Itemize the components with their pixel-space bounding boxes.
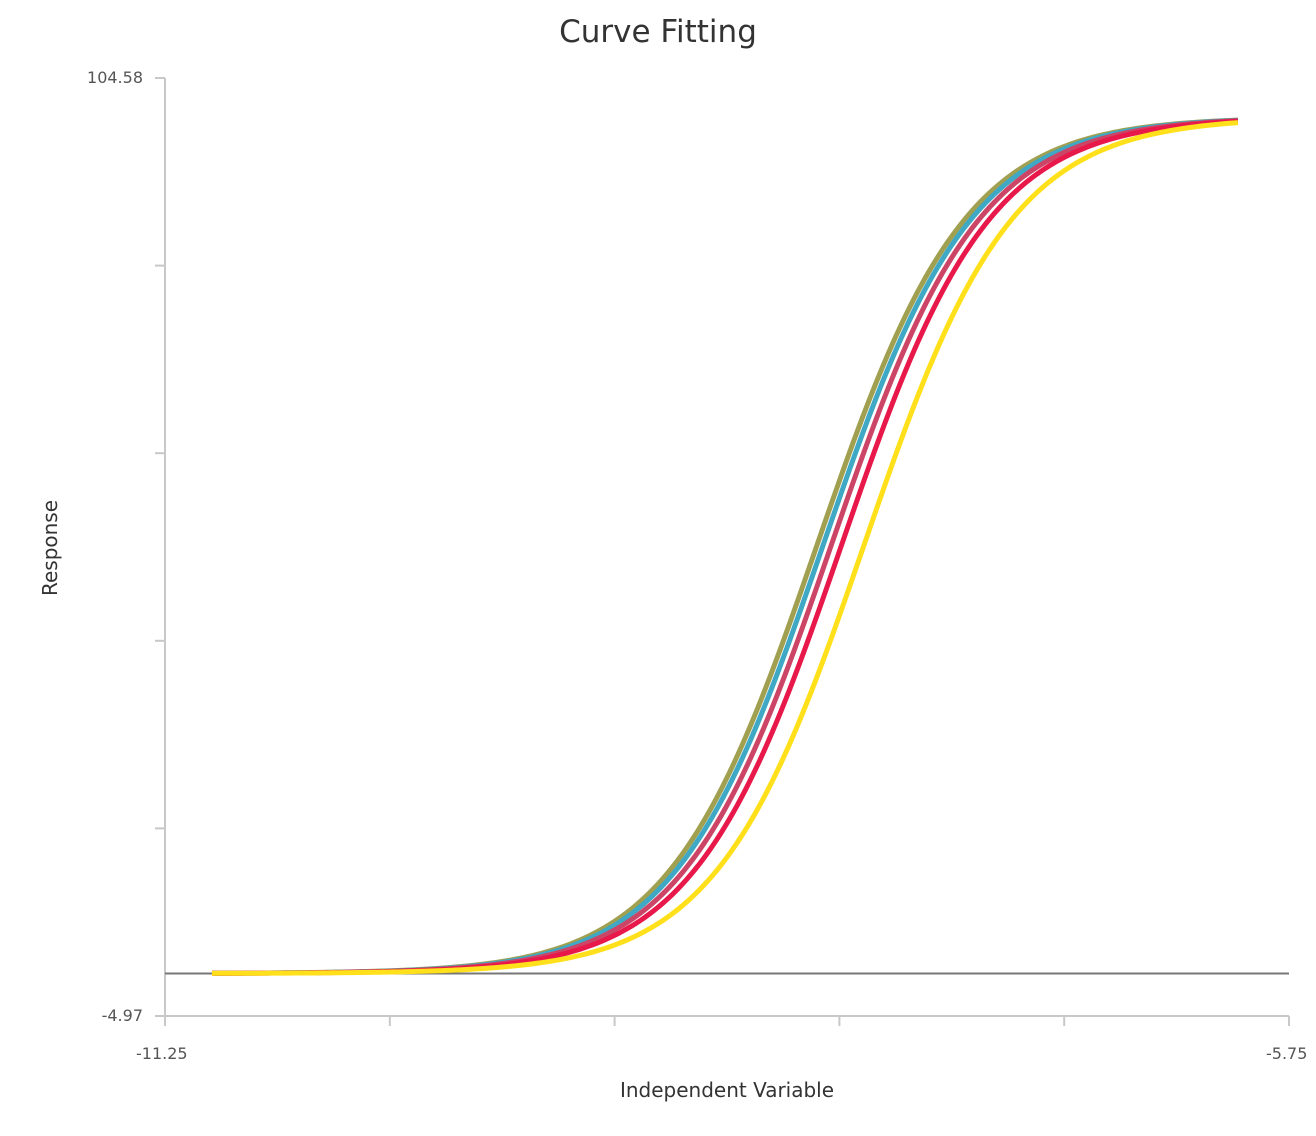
x-tick-max: -5.75 — [1266, 1044, 1308, 1063]
fit-curve — [211, 118, 1239, 976]
axes — [155, 77, 1290, 1026]
x-tick-min: -11.25 — [136, 1044, 188, 1063]
chart-title: Curve Fitting — [559, 14, 757, 50]
y-tick-min: -4.97 — [101, 1006, 143, 1025]
y-tick-max: 104.58 — [87, 68, 143, 87]
x-axis-label: Independent Variable — [619, 1078, 835, 1102]
fit-curve — [211, 120, 1239, 976]
fit-curve — [211, 117, 1239, 976]
fit-curve — [211, 117, 1239, 976]
fit-curve — [211, 118, 1239, 976]
curves — [211, 117, 1239, 976]
